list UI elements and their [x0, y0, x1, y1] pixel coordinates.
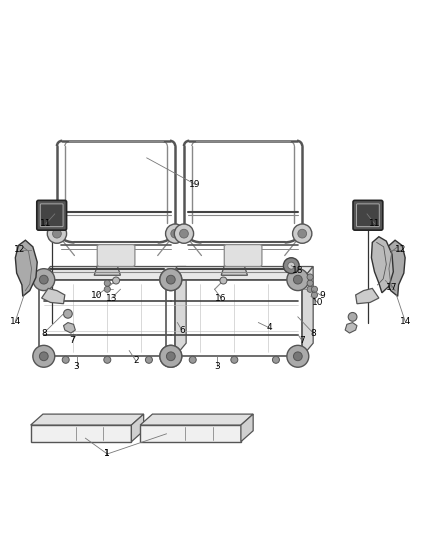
Polygon shape	[221, 262, 247, 275]
Polygon shape	[140, 425, 241, 442]
Circle shape	[62, 356, 69, 364]
Circle shape	[180, 229, 188, 238]
Circle shape	[166, 352, 175, 361]
Circle shape	[166, 352, 175, 361]
Circle shape	[231, 356, 238, 364]
FancyBboxPatch shape	[353, 200, 383, 230]
Text: 10: 10	[91, 292, 102, 301]
Text: 7: 7	[69, 336, 75, 345]
Polygon shape	[94, 262, 120, 275]
Circle shape	[220, 277, 227, 284]
Text: 3: 3	[74, 362, 80, 371]
Text: 19: 19	[189, 180, 201, 189]
Circle shape	[64, 310, 72, 318]
Polygon shape	[302, 266, 313, 356]
Polygon shape	[356, 288, 379, 304]
Text: 10: 10	[312, 298, 323, 307]
Circle shape	[33, 269, 55, 290]
Text: 17: 17	[386, 283, 398, 292]
Text: 2: 2	[133, 356, 138, 365]
Circle shape	[160, 345, 182, 367]
FancyBboxPatch shape	[97, 245, 135, 266]
Text: 14: 14	[10, 317, 21, 326]
Text: 1: 1	[104, 449, 110, 458]
Polygon shape	[31, 425, 131, 442]
Text: 1: 1	[104, 449, 110, 458]
Circle shape	[348, 312, 357, 321]
Polygon shape	[31, 414, 144, 425]
Circle shape	[311, 286, 318, 292]
Polygon shape	[166, 266, 313, 280]
Circle shape	[104, 356, 111, 364]
Text: 3: 3	[214, 362, 220, 371]
Circle shape	[104, 286, 110, 292]
Circle shape	[166, 224, 185, 243]
Polygon shape	[345, 322, 357, 333]
Circle shape	[160, 269, 182, 290]
Circle shape	[33, 345, 55, 367]
Polygon shape	[15, 240, 37, 296]
FancyBboxPatch shape	[224, 245, 262, 266]
Circle shape	[189, 356, 196, 364]
Text: 11: 11	[40, 219, 52, 228]
Polygon shape	[131, 414, 144, 442]
Circle shape	[272, 356, 279, 364]
Text: 16: 16	[215, 294, 227, 303]
Circle shape	[311, 292, 318, 298]
FancyBboxPatch shape	[357, 204, 379, 227]
Polygon shape	[383, 240, 405, 296]
Text: 9: 9	[319, 292, 325, 301]
Polygon shape	[241, 414, 253, 442]
Text: 12: 12	[14, 245, 25, 254]
Circle shape	[293, 275, 302, 284]
Circle shape	[145, 356, 152, 364]
Text: 6: 6	[179, 326, 185, 335]
Text: 8: 8	[310, 328, 316, 337]
Polygon shape	[371, 237, 393, 293]
Circle shape	[307, 274, 313, 280]
Text: 8: 8	[41, 328, 47, 337]
Text: 14: 14	[399, 317, 411, 326]
Circle shape	[160, 269, 182, 290]
Text: 4: 4	[267, 324, 272, 332]
Circle shape	[307, 280, 313, 286]
Circle shape	[166, 275, 175, 284]
Polygon shape	[42, 288, 65, 304]
Circle shape	[287, 345, 309, 367]
Circle shape	[283, 258, 299, 273]
Circle shape	[53, 229, 61, 238]
Circle shape	[39, 352, 48, 361]
Circle shape	[174, 224, 194, 243]
Circle shape	[293, 224, 312, 243]
Text: 12: 12	[395, 245, 406, 254]
FancyBboxPatch shape	[37, 200, 67, 230]
Polygon shape	[64, 322, 75, 333]
Circle shape	[293, 352, 302, 361]
Circle shape	[47, 224, 67, 243]
Circle shape	[104, 280, 110, 286]
Circle shape	[288, 262, 295, 269]
Circle shape	[166, 275, 175, 284]
Circle shape	[171, 229, 180, 238]
Circle shape	[287, 269, 309, 290]
Text: 11: 11	[369, 219, 380, 228]
Polygon shape	[39, 266, 186, 280]
Polygon shape	[140, 414, 253, 425]
Text: 13: 13	[106, 294, 117, 303]
Text: 7: 7	[299, 336, 305, 345]
Circle shape	[39, 275, 48, 284]
Circle shape	[113, 277, 120, 284]
Text: 18: 18	[292, 266, 304, 276]
Circle shape	[307, 286, 313, 292]
Polygon shape	[175, 266, 186, 356]
Circle shape	[298, 229, 307, 238]
FancyBboxPatch shape	[40, 204, 63, 227]
Circle shape	[160, 345, 182, 367]
